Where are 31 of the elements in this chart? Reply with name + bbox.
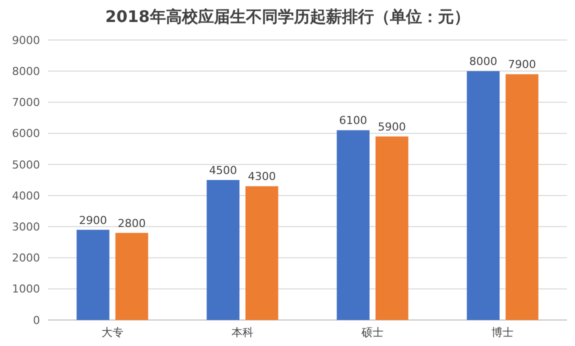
data-label: 5900 [378, 120, 406, 134]
data-label: 8000 [469, 55, 498, 68]
chart-title: 2018年高校应届生不同学历起薪排行（单位：元） [105, 7, 470, 26]
y-tick-label: 8000 [12, 64, 40, 78]
data-label: 4300 [248, 170, 276, 184]
data-label: 4500 [209, 164, 238, 177]
y-tick-label: 0 [33, 314, 40, 327]
data-label: 2800 [118, 216, 146, 230]
bar [336, 130, 370, 320]
bar [376, 136, 408, 320]
x-tick-label: 博士 [492, 326, 514, 339]
bar [245, 186, 278, 320]
bar [206, 180, 240, 320]
bar [466, 71, 500, 320]
bar [76, 230, 110, 320]
y-tick-label: 4000 [12, 189, 40, 202]
x-tick-label: 硕士 [360, 326, 384, 339]
x-tick-label: 大专 [101, 326, 124, 339]
y-tick-label: 3000 [12, 220, 40, 234]
y-tick-label: 7000 [12, 96, 40, 110]
data-label: 6100 [339, 114, 368, 128]
y-tick-label: 2000 [12, 252, 40, 265]
y-tick-label: 1000 [12, 282, 40, 296]
data-label: 2900 [79, 214, 107, 227]
bar [506, 74, 538, 320]
y-tick-label: 9000 [12, 34, 40, 47]
data-label: 7900 [508, 58, 536, 72]
bar [115, 232, 148, 320]
x-tick-label: 本科 [231, 326, 254, 339]
y-tick-label: 5000 [12, 158, 40, 172]
y-tick-label: 6000 [12, 127, 40, 140]
